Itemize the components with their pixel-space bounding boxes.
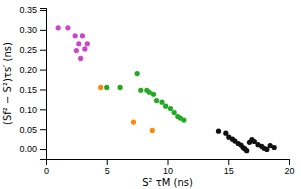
y-axis-tick-mark: [40, 50, 46, 51]
y-axis-tick-mark: [40, 109, 46, 110]
points: [56, 25, 277, 153]
y-axis-tick-label: 0.30: [19, 25, 37, 35]
point: [150, 128, 155, 133]
x-axis-tick: 10: [163, 159, 173, 176]
point: [154, 98, 159, 103]
point: [78, 56, 83, 61]
y-axis-tick-mark: [40, 70, 46, 71]
y-axis-tick: 0.20: [19, 65, 46, 75]
x-axis-tick: 15: [224, 159, 234, 176]
y-axis-tick-mark: [40, 10, 46, 11]
chart: 0 5 10 15 20 0.00 0.05 0.10 0.15 0.20 0.25 0.30 0.35…: [0, 0, 301, 189]
x-axis-tick: 0: [44, 159, 49, 176]
point: [272, 145, 277, 150]
y-axis-tick: 0.05: [19, 125, 46, 135]
series: [104, 71, 186, 123]
y-axis-tick-label: 0.25: [19, 45, 37, 55]
point: [168, 106, 173, 111]
y-axis-tick-mark: [40, 149, 46, 150]
x-axis-tick-label: 0: [44, 166, 49, 176]
x-axis-title: S² τM (ns): [142, 177, 193, 188]
x-axis: 0 5 10 15 20: [44, 159, 295, 176]
series: [216, 129, 277, 154]
point: [135, 71, 140, 76]
x-axis-tick-mark: [228, 159, 229, 165]
y-axis-tick-mark: [40, 30, 46, 31]
point: [216, 129, 221, 134]
y-axis-tick-label: 0.20: [19, 65, 37, 75]
y-axis-tick-label: 0.00: [19, 144, 37, 154]
point: [98, 85, 103, 90]
y-axis-tick-label: 0.05: [19, 125, 37, 135]
point: [73, 33, 78, 38]
y-axis-title: (Sf² − S²)τs′ (ns): [2, 42, 13, 125]
y-axis-tick-label: 0.10: [19, 105, 37, 115]
x-axis-tick-label: 20: [284, 166, 294, 176]
series: [56, 25, 90, 61]
x-axis-tick-label: 5: [105, 166, 110, 176]
point: [172, 110, 177, 115]
point: [244, 148, 249, 153]
point: [118, 85, 123, 90]
y-axis-tick-label: 0.15: [19, 85, 37, 95]
point: [138, 88, 143, 93]
y-axis: 0.00 0.05 0.10 0.15 0.20 0.25 0.30 0.35: [19, 5, 46, 159]
point: [65, 25, 70, 30]
y-axis-tick-label: 0.35: [19, 5, 37, 15]
point: [181, 117, 186, 122]
point: [264, 147, 269, 152]
y-axis-tick: 0.30: [19, 25, 46, 35]
x-axis-tick-mark: [168, 159, 169, 165]
point: [85, 41, 90, 46]
x-axis-tick-mark: [289, 159, 290, 165]
point: [82, 46, 87, 51]
x-axis-tick-mark: [107, 159, 108, 165]
point: [104, 85, 109, 90]
x-axis-tick-label: 15: [224, 166, 234, 176]
x-axis-tick: 5: [105, 159, 110, 176]
y-axis-tick: 0.15: [19, 85, 46, 95]
plot-area: 0 5 10 15 20 0.00 0.05 0.10 0.15 0.20 0.25 0.30 0.35: [19, 5, 294, 176]
y-axis-tick-mark: [40, 129, 46, 130]
x-axis-tick: 20: [284, 159, 294, 176]
point: [151, 92, 156, 97]
series: [98, 85, 155, 133]
point: [74, 48, 79, 53]
y-axis-tick: 0.00: [19, 144, 46, 154]
y-axis-line: [40, 9, 47, 160]
x-axis-tick-label: 10: [163, 166, 173, 176]
x-axis-line: [47, 160, 290, 166]
point: [76, 41, 81, 46]
y-axis-tick: 0.35: [19, 5, 46, 15]
y-axis-tick: 0.10: [19, 105, 46, 115]
y-axis-tick-mark: [40, 89, 46, 90]
point: [80, 33, 85, 38]
point: [131, 119, 136, 124]
point: [159, 100, 164, 105]
point: [163, 104, 168, 109]
y-axis-tick: 0.25: [19, 45, 46, 55]
point: [56, 25, 61, 30]
